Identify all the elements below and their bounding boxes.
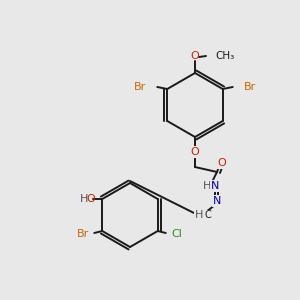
Text: O: O	[218, 158, 226, 168]
Text: N: N	[213, 196, 221, 206]
Text: N: N	[211, 181, 219, 191]
Text: H: H	[203, 181, 211, 191]
Text: C: C	[205, 210, 212, 220]
Text: Cl: Cl	[171, 229, 182, 239]
Text: CH₃: CH₃	[215, 51, 234, 61]
Text: Br: Br	[134, 82, 146, 92]
Text: H: H	[195, 210, 203, 220]
Text: Br: Br	[244, 82, 256, 92]
Text: O: O	[190, 51, 200, 61]
Text: O: O	[86, 194, 95, 204]
Text: O: O	[190, 147, 200, 157]
Text: H: H	[80, 194, 88, 204]
Text: Br: Br	[77, 229, 89, 239]
